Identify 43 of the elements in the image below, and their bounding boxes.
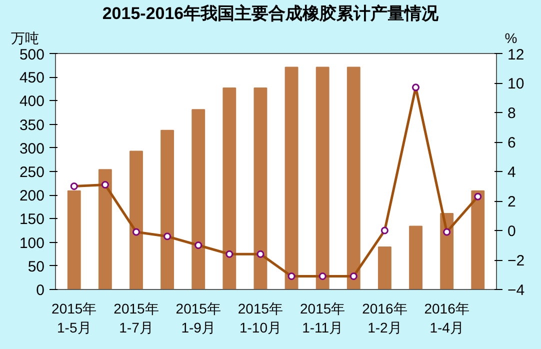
bar <box>316 66 330 290</box>
x-tick-label: 2015年 1-7月 <box>114 300 159 336</box>
bar <box>67 190 81 290</box>
bar <box>284 66 298 290</box>
bar <box>346 66 360 290</box>
x-tick-label: 2015年 1-5月 <box>52 300 97 336</box>
y-tick-label: 50 <box>28 258 45 276</box>
bar <box>130 150 143 290</box>
bar <box>98 169 112 290</box>
bar <box>409 226 422 290</box>
x-tick-label: 2016年 1-4月 <box>424 300 470 336</box>
bar <box>222 87 236 290</box>
y2-tick-label: −2 <box>508 252 525 270</box>
y-tick-label: 400 <box>19 93 45 110</box>
bar <box>254 87 268 290</box>
x-tick-label: 2015年 1-9月 <box>176 300 221 336</box>
y2-tick-label: 0 <box>508 223 516 240</box>
y2-axis-title: % <box>504 29 518 48</box>
x-tick-label: 2016年 1-2月 <box>362 300 408 336</box>
x-tick-label: 2015年 1-10月 <box>238 300 284 336</box>
bar <box>378 246 392 290</box>
y-tick-label: 350 <box>19 116 45 134</box>
bar <box>160 130 174 290</box>
y-tick-label: 200 <box>19 188 45 205</box>
y2-tick-label: 2 <box>508 194 516 210</box>
y2-tick-label: 10 <box>508 76 524 92</box>
bar <box>471 190 485 290</box>
y2-tick-label: −4 <box>508 282 525 299</box>
y-axis-title: 万吨 <box>11 29 39 48</box>
y-tick-label: 450 <box>19 70 45 87</box>
y2-tick-label: 4 <box>508 164 516 181</box>
y-tick-label: 500 <box>19 46 45 64</box>
y-tick-label: 250 <box>19 164 45 181</box>
x-tick-label: 2015年 1-11月 <box>300 300 346 336</box>
y2-tick-label: 8 <box>508 105 516 122</box>
y-tick-label: 300 <box>19 140 45 158</box>
y2-tick-label: 12 <box>508 46 524 64</box>
y-tick-label: 0 <box>36 282 44 299</box>
y-tick-label: 150 <box>19 211 45 228</box>
chart-title: 2015-2016年我国主要合成橡胶累计产量情况 <box>102 3 439 25</box>
bar <box>192 109 206 290</box>
y2-tick-label: 6 <box>508 134 516 152</box>
y-tick-label: 100 <box>19 234 45 252</box>
